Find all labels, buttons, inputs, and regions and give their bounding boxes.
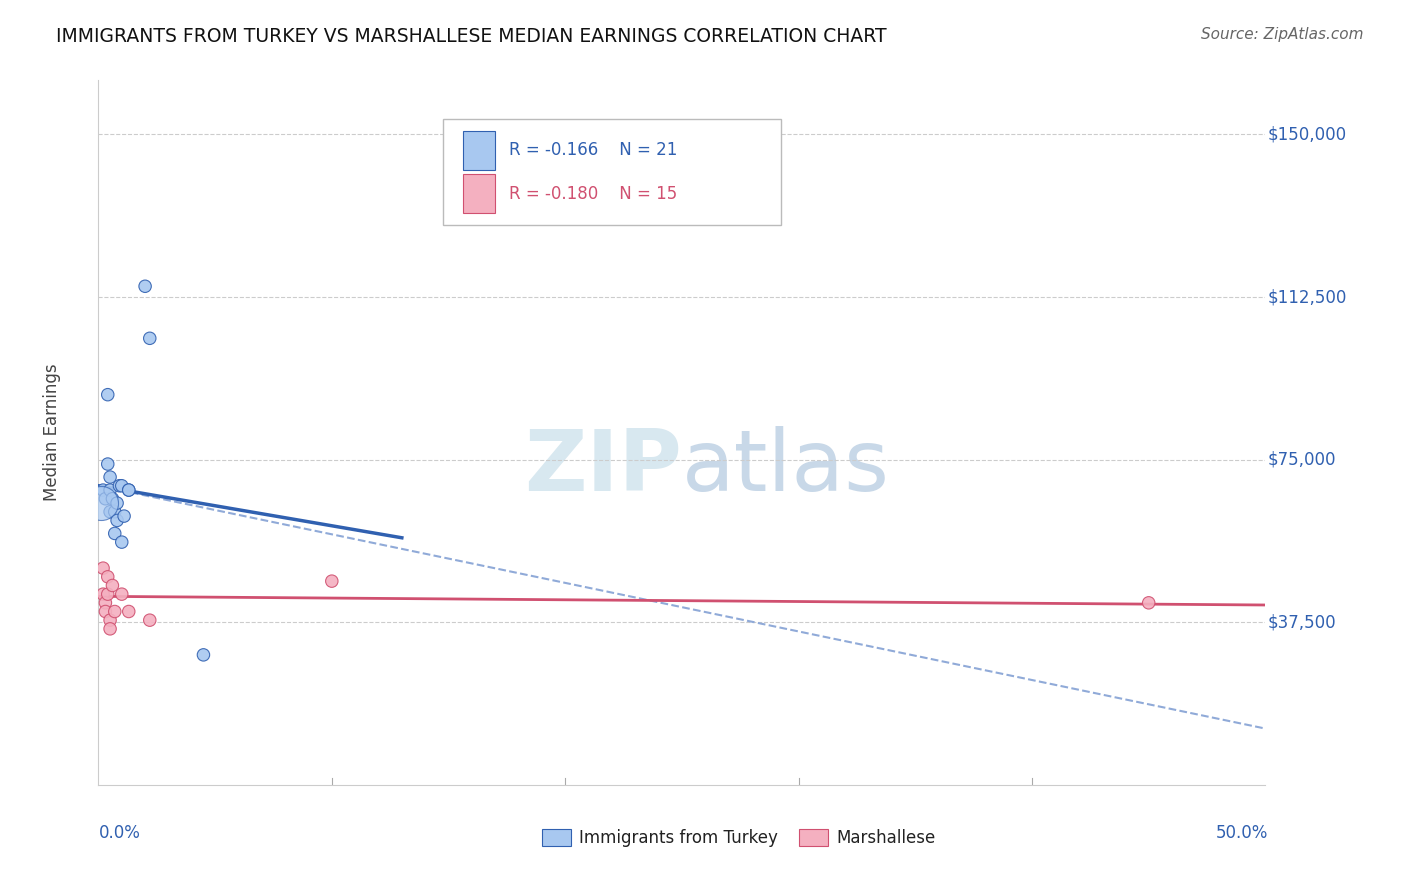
Text: IMMIGRANTS FROM TURKEY VS MARSHALLESE MEDIAN EARNINGS CORRELATION CHART: IMMIGRANTS FROM TURKEY VS MARSHALLESE ME… (56, 27, 887, 45)
Point (98, 622, 121, 636)
Point (94, 596, 117, 610)
FancyBboxPatch shape (799, 829, 828, 847)
Point (111, 535, 134, 549)
Point (139, 613, 162, 627)
Point (111, 479, 134, 493)
Point (118, 483, 141, 497)
Text: Source: ZipAtlas.com: Source: ZipAtlas.com (1201, 27, 1364, 42)
Text: $150,000: $150,000 (1268, 126, 1347, 144)
Point (101, 491, 124, 506)
Point (105, 496, 128, 510)
Point (97, 387, 120, 401)
Point (97, 570, 120, 584)
Point (98, 613, 121, 627)
Point (105, 513, 128, 527)
Text: atlas: atlas (682, 426, 890, 509)
FancyBboxPatch shape (541, 829, 571, 847)
Point (104, 526, 127, 541)
Text: $75,000: $75,000 (1268, 450, 1336, 468)
Text: ZIP: ZIP (524, 426, 682, 509)
Point (1137, 596, 1160, 610)
Text: $37,500: $37,500 (1268, 614, 1336, 632)
Point (91, 483, 114, 497)
FancyBboxPatch shape (463, 174, 495, 213)
Point (193, 648, 215, 662)
Point (98, 505, 121, 519)
Point (134, 279, 156, 293)
Point (112, 509, 135, 524)
Point (90, 496, 112, 510)
Point (91, 587, 114, 601)
Point (321, 574, 343, 589)
Point (111, 587, 134, 601)
Point (97, 587, 120, 601)
Point (91, 561, 114, 575)
Text: 0.0%: 0.0% (98, 823, 141, 842)
FancyBboxPatch shape (443, 119, 782, 225)
Point (94, 491, 117, 506)
Text: R = -0.180    N = 15: R = -0.180 N = 15 (509, 185, 678, 202)
Text: R = -0.166    N = 21: R = -0.166 N = 21 (509, 141, 678, 159)
Text: Median Earnings: Median Earnings (42, 364, 60, 501)
Point (108, 479, 131, 493)
Point (118, 605, 141, 619)
Text: $112,500: $112,500 (1268, 288, 1347, 306)
Point (98, 483, 121, 497)
FancyBboxPatch shape (463, 131, 495, 169)
Text: Marshallese: Marshallese (837, 829, 935, 847)
Point (139, 331, 162, 345)
Point (97, 457, 120, 471)
Point (118, 483, 141, 497)
Text: Immigrants from Turkey: Immigrants from Turkey (579, 829, 778, 847)
Point (104, 605, 127, 619)
Point (98, 470, 121, 484)
Point (101, 578, 124, 592)
Text: 50.0%: 50.0% (1215, 823, 1268, 842)
Point (104, 505, 127, 519)
Point (94, 605, 117, 619)
